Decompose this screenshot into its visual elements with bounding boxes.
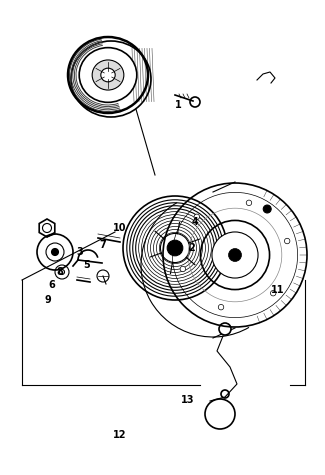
Text: 5: 5 bbox=[84, 260, 90, 270]
Circle shape bbox=[59, 269, 64, 275]
Text: 8: 8 bbox=[57, 267, 63, 277]
Circle shape bbox=[194, 214, 200, 219]
Circle shape bbox=[190, 97, 200, 107]
Circle shape bbox=[180, 266, 186, 272]
Circle shape bbox=[228, 248, 241, 261]
Text: 10: 10 bbox=[113, 223, 127, 233]
Text: 3: 3 bbox=[77, 247, 84, 257]
Ellipse shape bbox=[79, 48, 137, 102]
Circle shape bbox=[51, 248, 58, 256]
Circle shape bbox=[270, 290, 276, 296]
Circle shape bbox=[221, 390, 229, 398]
Text: 6: 6 bbox=[49, 280, 55, 290]
Text: 4: 4 bbox=[192, 217, 198, 227]
Circle shape bbox=[263, 205, 271, 213]
Circle shape bbox=[212, 232, 258, 278]
Circle shape bbox=[110, 66, 116, 74]
Text: 11: 11 bbox=[271, 285, 285, 295]
Circle shape bbox=[246, 200, 252, 206]
Text: 2: 2 bbox=[188, 243, 195, 253]
Circle shape bbox=[218, 304, 224, 310]
Circle shape bbox=[219, 323, 231, 335]
Text: 13: 13 bbox=[181, 395, 195, 405]
Circle shape bbox=[284, 238, 290, 244]
Text: 7: 7 bbox=[100, 240, 106, 250]
Text: 9: 9 bbox=[45, 295, 51, 305]
Ellipse shape bbox=[101, 68, 115, 82]
Circle shape bbox=[97, 270, 109, 282]
Text: 12: 12 bbox=[113, 430, 127, 440]
Ellipse shape bbox=[92, 60, 124, 90]
Circle shape bbox=[167, 240, 183, 256]
Text: 1: 1 bbox=[175, 100, 181, 110]
